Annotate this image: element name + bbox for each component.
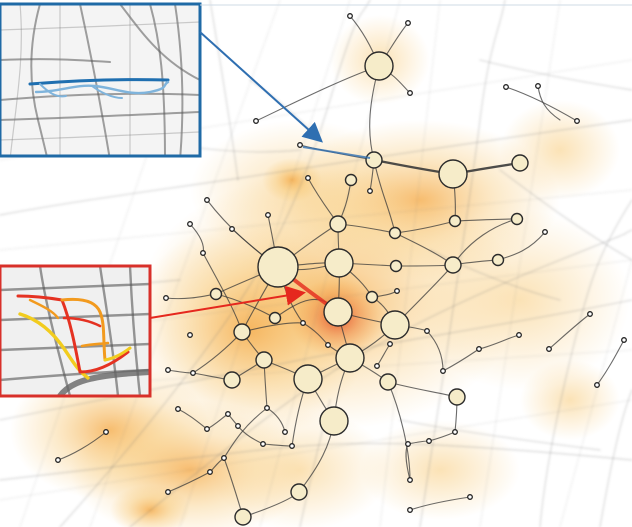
minor-stop-dot: [574, 118, 580, 124]
minor-stop-dot: [440, 368, 446, 374]
red-callout-arrow: [149, 285, 306, 319]
minor-stop-dot: [546, 346, 552, 352]
minor-stop-dot: [207, 469, 213, 475]
station-node-tiny[interactable]: [510, 212, 524, 226]
station-node-large[interactable]: [257, 246, 299, 288]
minor-stops: [55, 13, 627, 513]
minor-stop-dot: [163, 295, 169, 301]
station-node-tiny[interactable]: [344, 173, 358, 187]
minor-stop-dot: [289, 443, 295, 449]
station-node-medium[interactable]: [438, 159, 468, 189]
station-node-small[interactable]: [444, 256, 462, 274]
minor-stop-dot: [204, 197, 210, 203]
minor-stop-dot: [300, 320, 306, 326]
minor-stop-dot: [347, 13, 353, 19]
red-inset[interactable]: [0, 264, 152, 398]
station-node-tiny[interactable]: [365, 290, 379, 304]
minor-stop-dot: [187, 221, 193, 227]
station-node-small[interactable]: [379, 373, 397, 391]
minor-stop-dot: [621, 337, 627, 343]
blue-callout-line: [302, 146, 371, 159]
minor-stop-dot: [394, 288, 400, 294]
station-node-medium[interactable]: [364, 51, 394, 81]
minor-stop-dot: [265, 212, 271, 218]
minor-stop-dot: [426, 438, 432, 444]
station-node-tiny[interactable]: [448, 214, 462, 228]
minor-stop-dot: [297, 142, 303, 148]
station-node-small[interactable]: [511, 154, 529, 172]
minor-stop-dot: [235, 423, 241, 429]
station-node-tiny[interactable]: [209, 287, 223, 301]
minor-stop-dot: [535, 83, 541, 89]
station-node-medium[interactable]: [323, 297, 353, 327]
minor-stop-dot: [594, 382, 600, 388]
minor-stop-dot: [405, 20, 411, 26]
station-nodes: [209, 51, 529, 526]
minor-stop-dot: [264, 405, 270, 411]
minor-stop-dot: [260, 441, 266, 447]
blue-inset[interactable]: [0, 2, 202, 160]
station-node-tiny[interactable]: [268, 311, 282, 325]
minor-stop-dot: [587, 311, 593, 317]
station-node-tiny[interactable]: [491, 253, 505, 267]
station-node-medium[interactable]: [380, 310, 410, 340]
minor-stop-dot: [325, 342, 331, 348]
minor-stop-dot: [467, 494, 473, 500]
station-node-small[interactable]: [365, 151, 383, 169]
station-node-small[interactable]: [290, 483, 308, 501]
minor-stop-dot: [405, 441, 411, 447]
station-node-small[interactable]: [329, 215, 347, 233]
station-node-small[interactable]: [448, 388, 466, 406]
minor-stop-dot: [452, 429, 458, 435]
minor-stop-dot: [407, 477, 413, 483]
blue-callout-arrow: [199, 31, 323, 143]
minor-stop-dot: [305, 175, 311, 181]
minor-stop-dot: [407, 90, 413, 96]
minor-stop-dot: [221, 455, 227, 461]
minor-stop-dot: [424, 328, 430, 334]
station-node-medium[interactable]: [319, 406, 349, 436]
minor-stop-dot: [200, 250, 206, 256]
minor-stop-dot: [367, 188, 373, 194]
minor-stop-dot: [476, 346, 482, 352]
station-node-medium[interactable]: [293, 364, 323, 394]
minor-stop-dot: [175, 406, 181, 412]
minor-stop-dot: [282, 429, 288, 435]
minor-stop-dot: [387, 341, 393, 347]
minor-stop-dot: [165, 489, 171, 495]
station-node-small[interactable]: [233, 323, 251, 341]
minor-stop-dot: [229, 226, 235, 232]
minor-stop-dot: [225, 411, 231, 417]
minor-stop-dot: [374, 363, 380, 369]
minor-stop-dot: [516, 332, 522, 338]
minor-stop-dot: [190, 370, 196, 376]
station-node-small[interactable]: [234, 508, 252, 526]
station-node-medium[interactable]: [335, 343, 365, 373]
minor-stop-dot: [253, 118, 259, 124]
station-node-small[interactable]: [223, 371, 241, 389]
minor-stop-dot: [407, 507, 413, 513]
station-node-medium[interactable]: [324, 248, 354, 278]
station-node-tiny[interactable]: [388, 226, 402, 240]
station-node-tiny[interactable]: [389, 259, 403, 273]
minor-stop-dot: [187, 332, 193, 338]
station-node-small[interactable]: [255, 351, 273, 369]
minor-stop-dot: [204, 426, 210, 432]
minor-stop-dot: [103, 429, 109, 435]
minor-stop-dot: [165, 367, 171, 373]
minor-stop-dot: [55, 457, 61, 463]
minor-stop-dot: [503, 84, 509, 90]
minor-stop-dot: [542, 229, 548, 235]
